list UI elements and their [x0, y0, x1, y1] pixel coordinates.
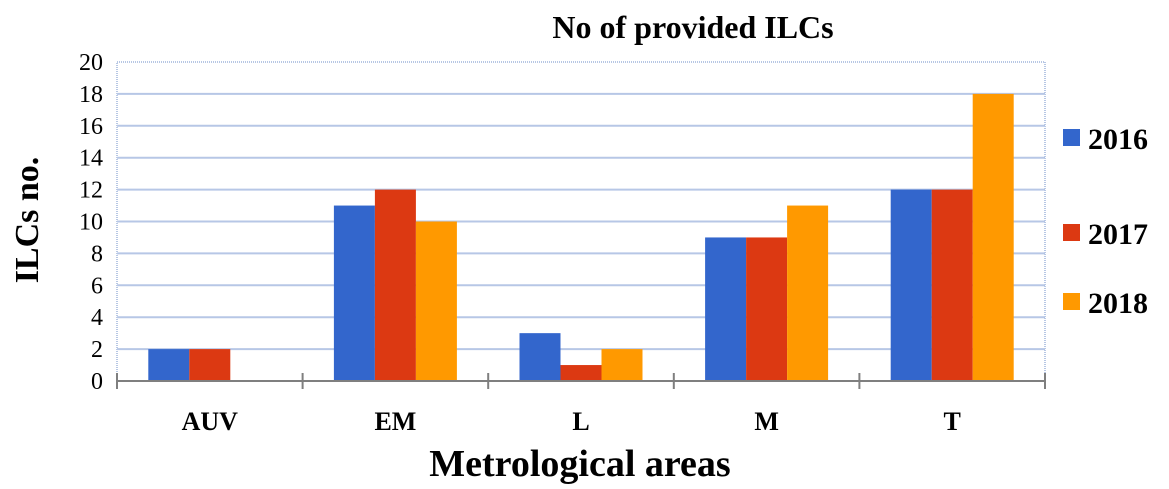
bar: [374, 189, 416, 381]
bar: [890, 189, 932, 381]
legend-label: 2017: [1088, 218, 1148, 251]
y-tick-labels: 0 2 4 6 8 10 12 14 16 18 20: [79, 50, 103, 395]
y-tick-label: 8: [91, 241, 103, 267]
y-axis-label: ILCs no.: [9, 157, 46, 284]
y-tick-label: 10: [79, 210, 103, 236]
y-tick-label: 2: [91, 337, 103, 363]
bar: [333, 205, 375, 381]
y-tick-label: 20: [79, 50, 103, 76]
legend-swatch: [1063, 129, 1080, 146]
y-tick-label: 6: [91, 273, 103, 299]
bar: [189, 349, 231, 381]
bar: [705, 237, 747, 381]
x-category-label: EM: [374, 407, 416, 436]
y-tick-label: 4: [91, 305, 103, 331]
legend-swatch: [1063, 293, 1080, 310]
y-tick-label: 12: [79, 178, 103, 204]
y-tick-label: 16: [79, 114, 103, 140]
bar: [931, 189, 973, 381]
bar: [601, 349, 643, 381]
x-category-label: M: [754, 407, 779, 436]
x-category-label: L: [572, 407, 589, 436]
bar: [415, 221, 457, 381]
bar: [746, 237, 788, 381]
x-category-label: AUV: [182, 407, 239, 436]
bar: [787, 205, 829, 381]
legend-label: 2018: [1088, 287, 1148, 320]
gridlines: [116, 61, 1046, 382]
chart-title: No of provided ILCs: [552, 9, 833, 45]
x-axis-label: Metrological areas: [429, 443, 730, 485]
y-tick-label: 14: [79, 146, 103, 172]
legend-swatch: [1063, 224, 1080, 241]
y-tick-label: 18: [79, 82, 103, 108]
legend: 2016 2017 2018: [1063, 123, 1148, 320]
x-category-labels: AUV EM L M T: [182, 407, 961, 436]
legend-label: 2016: [1088, 123, 1148, 156]
bar: [519, 333, 561, 381]
axes: [116, 373, 1046, 389]
y-tick-label: 0: [91, 369, 103, 395]
bar: [148, 349, 190, 381]
x-category-label: T: [944, 407, 961, 436]
bars: [148, 93, 1014, 382]
bar: [560, 365, 602, 381]
bar: [972, 93, 1014, 382]
